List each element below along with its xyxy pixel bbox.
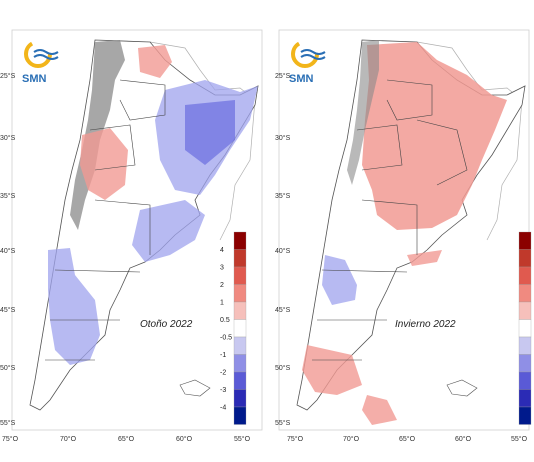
colorbar-swatch (518, 406, 532, 425)
sun-icon (24, 40, 52, 68)
map-autumn-svg: SMN 25°S 30°S 35°S 40°S 45°S 50°S 55°S 7… (0, 29, 263, 443)
colorbar-label: -0.5 (220, 335, 232, 342)
lat-label: 40°S (0, 247, 16, 255)
season-label: Otoño 2022 (140, 319, 193, 330)
lon-label: 55°O (234, 435, 251, 443)
colorbar-swatch (233, 371, 247, 390)
wave-icon-2 (300, 54, 326, 60)
lat-label: 55°S (275, 419, 291, 427)
lat-label: 45°S (275, 306, 291, 314)
season-label: Invierno 2022 (395, 319, 456, 330)
province-borders (45, 79, 166, 361)
lat-label: 30°S (275, 134, 291, 142)
colorbar-label: 3 (220, 265, 224, 272)
colorbar-swatch (518, 266, 532, 285)
map-panel-autumn: SMN 25°S 30°S 35°S 40°S 45°S 50°S 55°S 7… (0, 29, 263, 443)
colorbar-swatch (233, 389, 247, 408)
cool-anomaly-litoral-core (185, 100, 235, 165)
lon-label: 65°O (399, 435, 416, 443)
colorbar-label: -1 (220, 352, 226, 359)
warm-anomaly-north (138, 45, 172, 78)
map-panel-winter: SMN 25°S 30°S 35°S 40°S 45°S 50°S 55°S 7… (267, 0, 534, 462)
warm-anomaly-south (302, 345, 362, 395)
map-frame (11, 29, 263, 431)
colorbar-swatch (233, 301, 247, 320)
colorbar-swatch (518, 319, 532, 338)
colorbar-swatch (233, 319, 247, 338)
andes-relief (347, 40, 379, 185)
colorbar-label: 0.5 (220, 317, 230, 324)
lat-label: 50°S (275, 364, 291, 372)
colorbar-swatch (233, 406, 247, 425)
colorbar-swatch (518, 336, 532, 355)
lat-label: 45°S (0, 306, 16, 314)
lat-label: 55°S (0, 419, 16, 427)
colorbar-swatch (518, 231, 532, 250)
colorbar-swatch (518, 371, 532, 390)
colorbar-swatch (233, 231, 247, 250)
colorbar-swatch (233, 266, 247, 285)
map-frame (278, 29, 530, 431)
warm-anomaly-tierra-del-fuego (362, 395, 397, 425)
smn-logo: SMN (22, 40, 59, 85)
warm-anomaly-coast (407, 250, 442, 266)
colorbar-label: 2 (220, 282, 224, 289)
smn-logo: SMN (289, 40, 326, 85)
colorbar-label: 1 (220, 300, 224, 307)
lat-label: 35°S (0, 192, 16, 200)
colorbar-label: -4 (220, 405, 226, 412)
colorbar-swatch (518, 301, 532, 320)
colorbar-label: 4 (220, 247, 224, 254)
warm-anomaly-cuyo (80, 128, 128, 200)
lat-label: 50°S (0, 364, 16, 372)
colorbar-label: -2 (220, 370, 226, 377)
cool-anomaly-patagonia (48, 248, 100, 365)
province-borders (312, 79, 468, 361)
lat-label: 35°S (275, 192, 291, 200)
lon-label: 70°O (343, 435, 360, 443)
lon-label: 65°O (118, 435, 135, 443)
colorbar-swatch (233, 249, 247, 268)
cool-anomaly-patagonia (322, 255, 357, 305)
warm-anomaly-central-north (362, 42, 507, 230)
colorbar-swatch (518, 284, 532, 303)
sun-icon (291, 40, 319, 68)
colorbar: 4 3 2 1 0.5 -0.5 -1 -2 -3 -4 (220, 231, 247, 425)
lat-label: 25°S (0, 72, 16, 80)
wave-icon (33, 49, 59, 55)
wave-icon (300, 49, 326, 55)
logo-text: SMN (289, 73, 314, 85)
colorbar-swatch (518, 389, 532, 408)
wave-icon-2 (33, 54, 59, 60)
lon-label: 70°O (60, 435, 77, 443)
colorbar-swatch (233, 284, 247, 303)
lon-label: 60°O (176, 435, 193, 443)
colorbar (518, 231, 532, 425)
colorbar-swatch (518, 354, 532, 373)
colorbar-label: -3 (220, 387, 226, 394)
lon-label: 75°O (287, 435, 304, 443)
colorbar-swatch (233, 336, 247, 355)
colorbar-swatch (518, 249, 532, 268)
malvinas-islands (446, 379, 478, 397)
lon-label: 75°O (2, 435, 19, 443)
lon-label: 55°O (511, 435, 528, 443)
malvinas-islands (179, 379, 211, 397)
lon-label: 60°O (455, 435, 472, 443)
lat-label: 30°S (0, 134, 16, 142)
colorbar-swatch (233, 354, 247, 373)
lat-label: 40°S (275, 247, 291, 255)
map-winter-svg: SMN 25°S 30°S 35°S 40°S 45°S 50°S 55°S 7… (275, 29, 532, 443)
lat-label: 25°S (275, 72, 291, 80)
logo-text: SMN (22, 73, 47, 85)
